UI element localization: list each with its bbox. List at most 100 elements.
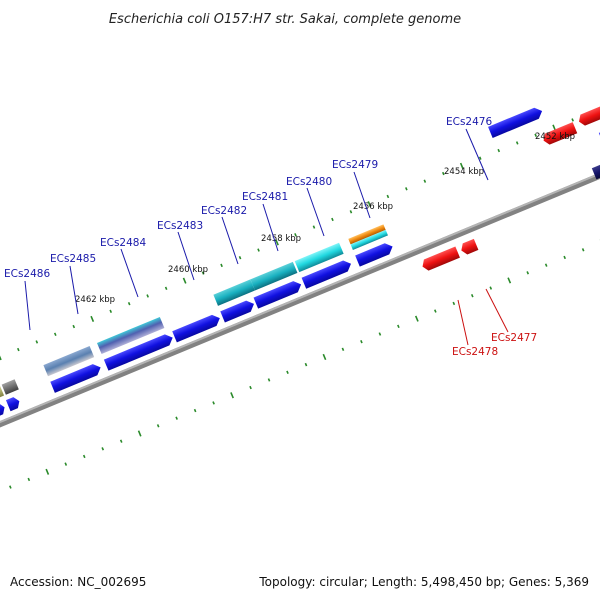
minor-tick	[9, 485, 12, 489]
forward-gene-row	[0, 105, 600, 419]
minor-tick	[156, 424, 160, 428]
minor-tick	[571, 118, 574, 122]
minor-tick	[386, 194, 390, 199]
minor-tick	[35, 340, 39, 344]
major-tick	[367, 201, 372, 208]
gene-label[interactable]: ECs2486	[4, 268, 50, 280]
kbp-labels: 2452 kbp 2454 kbp 2456 kbp 2458 kbp 2460…	[75, 132, 575, 305]
minor-tick	[526, 271, 530, 275]
gene-arrow[interactable]	[253, 279, 304, 309]
major-tick	[275, 239, 279, 246]
minor-tick	[434, 309, 437, 313]
minor-tick	[238, 256, 242, 260]
gene-arrow[interactable]	[220, 298, 256, 323]
major-tick	[90, 315, 95, 323]
gene-label[interactable]: ECs2484	[100, 237, 146, 249]
reverse-gene-row	[420, 95, 600, 272]
gene-arrow[interactable]	[0, 402, 7, 419]
accession-label: Accession: NC_002695	[10, 575, 146, 589]
minor-tick	[109, 309, 113, 313]
gene-label[interactable]: ECs2476	[446, 116, 492, 128]
feature-block[interactable]	[1, 379, 19, 395]
minor-tick	[267, 378, 271, 382]
major-tick	[459, 162, 464, 169]
minor-tick	[53, 332, 57, 336]
minor-tick	[146, 294, 149, 298]
minor-tick	[17, 347, 20, 352]
major-tick	[0, 354, 2, 361]
gene-arrow[interactable]	[301, 258, 354, 289]
minor-tick	[286, 370, 289, 374]
minor-tick	[175, 416, 178, 420]
minor-tick	[304, 362, 308, 367]
minor-tick	[515, 141, 519, 145]
kbp-label: 2454 kbp	[444, 167, 484, 177]
gene-arrow[interactable]	[459, 238, 479, 256]
minor-tick	[423, 179, 427, 183]
genome-stats-label: Topology: circular; Length: 5,498,450 bp…	[258, 575, 589, 589]
major-tick	[414, 315, 419, 322]
kbp-label: 2460 kbp	[168, 265, 208, 275]
feature-block[interactable]	[348, 224, 386, 245]
minor-tick	[452, 301, 456, 306]
gene-label[interactable]: ECs2477	[491, 332, 537, 344]
gene-label[interactable]: ECs2478	[452, 346, 498, 358]
minor-tick	[193, 408, 197, 413]
minor-tick	[257, 248, 260, 252]
minor-tick	[312, 225, 316, 229]
minor-tick	[563, 255, 566, 260]
kbp-label: 2456 kbp	[353, 202, 393, 212]
feature-block[interactable]	[350, 229, 388, 250]
major-tick	[230, 392, 234, 399]
minor-tick	[405, 187, 408, 191]
minor-tick	[72, 324, 76, 329]
minor-tick	[470, 294, 474, 298]
feature-block[interactable]	[213, 279, 255, 306]
minor-tick	[534, 133, 538, 137]
linear-map-view	[0, 95, 600, 489]
kbp-label: 2452 kbp	[535, 132, 575, 142]
gene-arrow[interactable]	[541, 122, 578, 146]
gene-label[interactable]: ECs2479	[332, 159, 378, 171]
feature-block[interactable]	[96, 316, 165, 355]
major-tick	[182, 277, 187, 284]
tick-row-upper	[0, 110, 593, 361]
forward-feature-row	[0, 224, 388, 404]
minor-tick	[341, 347, 345, 352]
minor-tick	[331, 217, 334, 222]
minor-tick	[101, 447, 105, 451]
minor-tick	[220, 263, 223, 268]
minor-tick	[378, 332, 382, 336]
minor-tick	[201, 271, 205, 275]
gene-arrow[interactable]	[103, 332, 175, 371]
gene-arrow[interactable]	[488, 105, 544, 138]
feature-block[interactable]	[43, 346, 95, 377]
major-tick	[552, 124, 557, 131]
major-tick	[322, 353, 327, 361]
gene-label[interactable]: ECs2481	[242, 191, 288, 203]
minor-tick	[397, 324, 400, 329]
minor-tick	[164, 286, 168, 291]
minor-tick	[294, 233, 297, 237]
map-title: Escherichia coli O157:H7 str. Sakai, com…	[109, 12, 461, 27]
minor-tick	[581, 248, 585, 252]
minor-tick	[360, 339, 363, 344]
feature-block[interactable]	[294, 242, 344, 273]
gene-arrow[interactable]	[50, 362, 103, 393]
forward-gene-labels: ECs2476 ECs2479 ECs2480 ECs2481 ECs2482 …	[4, 116, 492, 331]
gene-label[interactable]: ECs2483	[157, 220, 203, 232]
minor-tick	[64, 462, 68, 466]
gene-arrow[interactable]	[172, 313, 222, 343]
gene-arrow[interactable]	[577, 95, 600, 127]
gene-label[interactable]: ECs2482	[201, 205, 247, 217]
gene-arrow[interactable]	[420, 246, 460, 272]
minor-tick	[127, 301, 131, 306]
gene-label[interactable]: ECs2485	[50, 253, 96, 265]
gene-label[interactable]: ECs2480	[286, 176, 332, 188]
minor-tick	[489, 286, 493, 290]
gene-arrow[interactable]	[355, 241, 395, 267]
feature-block[interactable]	[250, 261, 298, 291]
minor-tick	[249, 385, 252, 390]
gene-arrow[interactable]	[5, 396, 22, 412]
